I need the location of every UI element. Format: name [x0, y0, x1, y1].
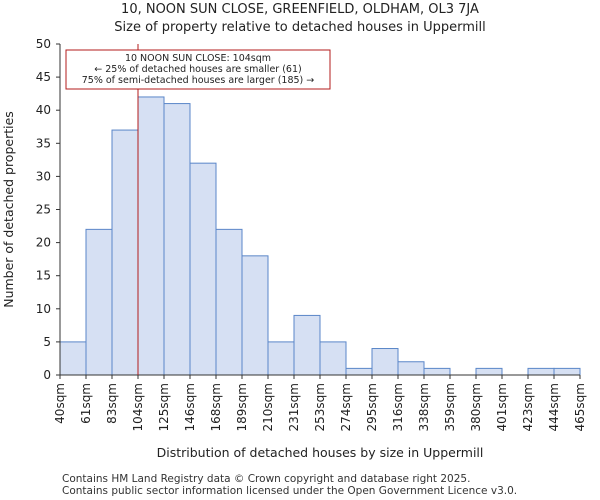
y-axis-title: Number of detached properties — [1, 111, 16, 308]
x-tick-label-465sqm: 465sqm — [573, 383, 587, 431]
y-tick-label-20: 20 — [36, 236, 51, 250]
bar-338sqm — [423, 367, 451, 376]
histogram-chart: 0 5 10 15 20 25 30 35 40 45 50 40sqm 61sqm 83sqm 104sq… — [1, 37, 587, 460]
x-tick-label-61sqm: 61sqm — [79, 383, 93, 424]
annotation-line-3: 75% of semi-detached houses are larger (… — [82, 75, 315, 86]
bar-253sqm — [319, 341, 347, 376]
chart-title: 10, NOON SUN CLOSE, GREENFIELD, OLDHAM, … — [121, 2, 479, 17]
footer-line-1: Contains HM Land Registry data © Crown c… — [62, 473, 471, 485]
bar-104sqm — [137, 96, 165, 376]
bar-274sqm — [345, 367, 373, 376]
bar-231sqm — [293, 314, 321, 376]
annotation-line-1: 10 NOON SUN CLOSE: 104sqm — [125, 53, 271, 64]
footer-line-2: Contains public sector information licen… — [62, 485, 518, 497]
x-tick-label-253sqm: 253sqm — [313, 383, 327, 431]
x-tick-label-210sqm: 210sqm — [261, 383, 275, 431]
annotation-box — [65, 49, 331, 90]
bar-61sqm — [85, 228, 113, 376]
x-tick-label-83sqm: 83sqm — [105, 383, 119, 424]
y-tick-label-25: 25 — [36, 203, 51, 217]
bar-316sqm — [397, 361, 425, 376]
x-tick-label-316sqm: 316sqm — [391, 383, 405, 431]
x-tick-label-274sqm: 274sqm — [339, 383, 353, 431]
bar-125sqm — [163, 103, 191, 376]
x-tick-label-40sqm: 40sqm — [53, 383, 67, 424]
bar-168sqm — [215, 228, 243, 376]
bar-146sqm — [189, 162, 217, 376]
annotation-line-2: ← 25% of detached houses are smaller (61… — [94, 64, 301, 75]
x-tick-label-380sqm: 380sqm — [469, 383, 483, 431]
bar-423sqm — [527, 367, 555, 376]
x-tick-label-444sqm: 444sqm — [547, 383, 561, 431]
x-tick-label-359sqm: 359sqm — [443, 383, 457, 431]
bar-83sqm — [111, 129, 139, 376]
y-tick-label-40: 40 — [36, 103, 51, 117]
x-tick-label-295sqm: 295sqm — [365, 383, 379, 431]
y-tick-label-0: 0 — [43, 368, 51, 382]
y-tick-label-45: 45 — [36, 70, 51, 84]
bar-380sqm — [475, 367, 503, 376]
chart-subtitle: Size of property relative to detached ho… — [114, 20, 486, 35]
x-tick-label-338sqm: 338sqm — [417, 383, 431, 431]
x-tick-label-423sqm: 423sqm — [521, 383, 535, 431]
bar-189sqm — [241, 255, 269, 376]
x-tick-label-401sqm: 401sqm — [495, 383, 509, 431]
x-tick-label-146sqm: 146sqm — [183, 383, 197, 431]
y-tick-label-35: 35 — [36, 136, 51, 150]
y-tick-label-30: 30 — [36, 169, 51, 183]
x-tick-label-125sqm: 125sqm — [157, 383, 171, 431]
y-tick-label-5: 5 — [43, 335, 51, 349]
bar-210sqm — [267, 341, 295, 376]
x-tick-label-104sqm: 104sqm — [131, 383, 145, 431]
bar-40sqm — [59, 341, 87, 376]
x-axis-title: Distribution of detached houses by size … — [157, 445, 484, 460]
x-tick-label-231sqm: 231sqm — [287, 383, 301, 431]
y-tick-label-15: 15 — [36, 269, 51, 283]
y-tick-label-10: 10 — [36, 302, 51, 316]
y-tick-label-50: 50 — [36, 37, 51, 51]
x-tick-label-189sqm: 189sqm — [235, 383, 249, 431]
bar-295sqm — [371, 348, 399, 376]
bar-444sqm — [553, 367, 581, 376]
x-tick-label-168sqm: 168sqm — [209, 383, 223, 431]
